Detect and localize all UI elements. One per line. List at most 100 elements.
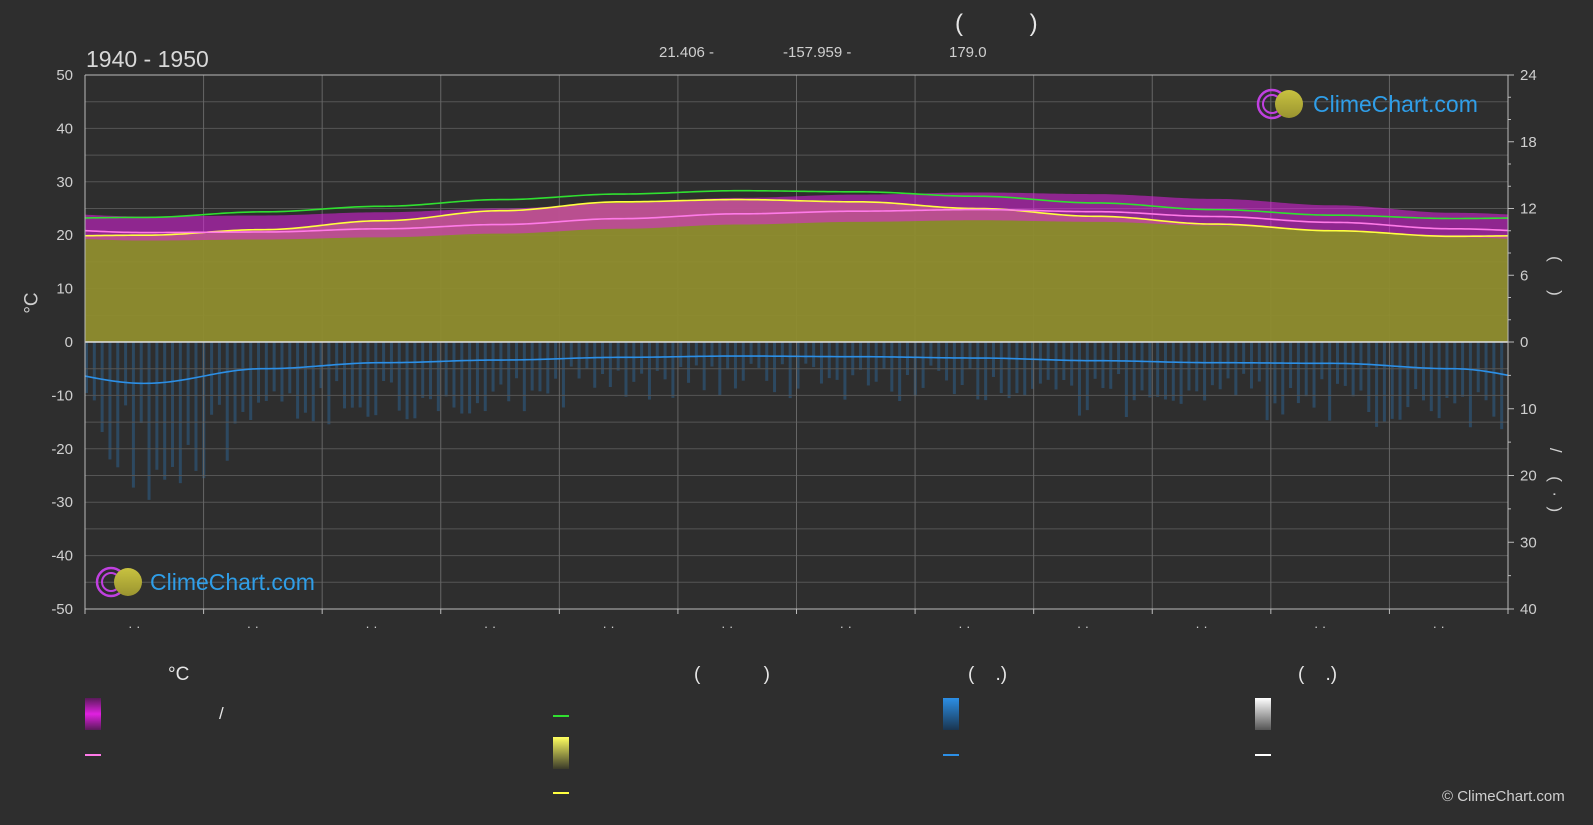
right-top-tick-label: 24: [1520, 67, 1537, 84]
precipitation-bar: [671, 342, 675, 398]
right-top-tick-label: 6: [1520, 267, 1528, 284]
precipitation-bar: [1203, 342, 1207, 401]
precipitation-bar: [546, 342, 550, 394]
left-tick-label: 40: [56, 120, 73, 137]
precipitation-bar: [788, 342, 792, 399]
legend-snow-title: ( .): [1298, 664, 1338, 685]
period-label: 1940 - 1950: [86, 46, 209, 72]
precipitation-bar: [382, 342, 386, 382]
precipitation-bar: [1289, 342, 1293, 389]
precipitation-bar: [1171, 342, 1175, 401]
precipitation-bar: [1179, 342, 1183, 404]
precipitation-bar: [92, 342, 96, 401]
precipitation-bar: [710, 342, 714, 367]
month-tick-label: · ·: [1077, 619, 1089, 634]
precipitation-bar: [561, 342, 565, 408]
left-tick-label: -40: [51, 548, 73, 565]
precipitation-bar: [687, 342, 691, 383]
precipitation-bar: [1320, 342, 1324, 380]
left-tick-label: 10: [56, 281, 73, 298]
precipitation-bar: [1249, 342, 1253, 389]
precipitation-bar: [303, 342, 307, 413]
precipitation-bar: [898, 342, 902, 402]
precipitation-bar: [679, 342, 683, 368]
precipitation-bar: [1429, 342, 1433, 412]
precipitation-bar: [1421, 342, 1425, 401]
precipitation-bar: [593, 342, 597, 388]
precipitation-bar: [937, 342, 941, 371]
precipitation-bar: [577, 342, 581, 379]
copyright: © ClimeChart.com: [1442, 788, 1565, 805]
precipitation-bar: [1257, 342, 1261, 382]
legend-sunshine-swatch: [553, 737, 569, 769]
precipitation-bar: [116, 342, 120, 468]
left-tick-label: 50: [56, 67, 73, 84]
right-bottom-tick-label: 40: [1520, 601, 1537, 618]
precipitation-bar: [233, 342, 237, 424]
precipitation-bar: [147, 342, 151, 500]
precipitation-bar: [1492, 342, 1496, 417]
climechart-logo-top: [1256, 88, 1303, 120]
precipitation-bar: [280, 342, 284, 402]
precipitation-bar: [397, 342, 401, 411]
precipitation-bar: [194, 342, 198, 471]
left-tick-label: -10: [51, 387, 73, 404]
precipitation-bar: [1375, 342, 1379, 427]
precipitation-bar: [343, 342, 347, 409]
precipitation-bar: [882, 342, 886, 370]
precipitation-bar: [890, 342, 894, 392]
precipitation-bar: [569, 342, 573, 367]
month-tick-label: · ·: [721, 619, 733, 634]
logo-sun-icon: [1275, 90, 1303, 118]
precipitation-bar: [530, 342, 534, 391]
precipitation-bar: [1242, 342, 1246, 374]
precipitation-bar: [1210, 342, 1214, 386]
legend-temp-range-label: /: [219, 704, 224, 723]
precipitation-bar: [1382, 342, 1386, 422]
precipitation-bar: [976, 342, 980, 400]
precipitation-bar: [1007, 342, 1011, 399]
precipitation-bar: [421, 342, 425, 398]
precipitation-bar: [1015, 342, 1019, 394]
precipitation-bar: [749, 342, 753, 364]
precipitation-bar: [491, 342, 495, 392]
precipitation-bar: [819, 342, 823, 384]
precipitation-bar: [1468, 342, 1472, 428]
precipitation-bar: [780, 342, 784, 365]
precipitation-bar: [272, 342, 276, 392]
precipitation-bar: [100, 342, 104, 433]
precipitation-bar: [1038, 342, 1042, 384]
precipitation-bar: [554, 342, 558, 379]
left-tick-label: -20: [51, 441, 73, 458]
left-tick-label: 30: [56, 174, 73, 191]
precipitation-bar: [663, 342, 667, 380]
precipitation-bar: [905, 342, 909, 376]
precipitation-bar: [507, 342, 511, 402]
left-tick-label: -30: [51, 494, 73, 511]
precipitation-bar: [1398, 342, 1402, 420]
mean-temperature-line: [85, 208, 1508, 234]
logo-text-top: ClimeChart.com: [1313, 91, 1478, 117]
left-tick-label: 0: [65, 334, 73, 351]
precipitation-bar: [327, 342, 331, 425]
precipitation-bar: [1187, 342, 1191, 391]
precipitation-bar: [968, 342, 972, 369]
precipitation-line: [85, 355, 1508, 385]
right-top-tick-label: 18: [1520, 134, 1537, 151]
month-tick-label: · ·: [365, 619, 377, 634]
precipitation-bar: [1124, 342, 1128, 418]
precipitation-bar: [311, 342, 315, 422]
precipitation-bar: [171, 342, 175, 467]
precipitation-bar: [1273, 342, 1277, 404]
precipitation-bar: [296, 342, 300, 419]
precipitation-bar: [1031, 342, 1035, 389]
tick-labels: 50 40 30 20 10 0 -10 -20 -30 -40 -50 24 18 12 6 0 10 20 30…: [51, 67, 1536, 634]
legend-snow-swatch: [1255, 698, 1271, 730]
left-tick-label: -50: [51, 601, 73, 618]
precipitation-bar: [1265, 342, 1269, 421]
precipitation-bar: [538, 342, 542, 392]
precipitation-bar: [405, 342, 409, 420]
precipitation-bar: [124, 342, 128, 406]
precipitation-bar: [483, 342, 487, 412]
